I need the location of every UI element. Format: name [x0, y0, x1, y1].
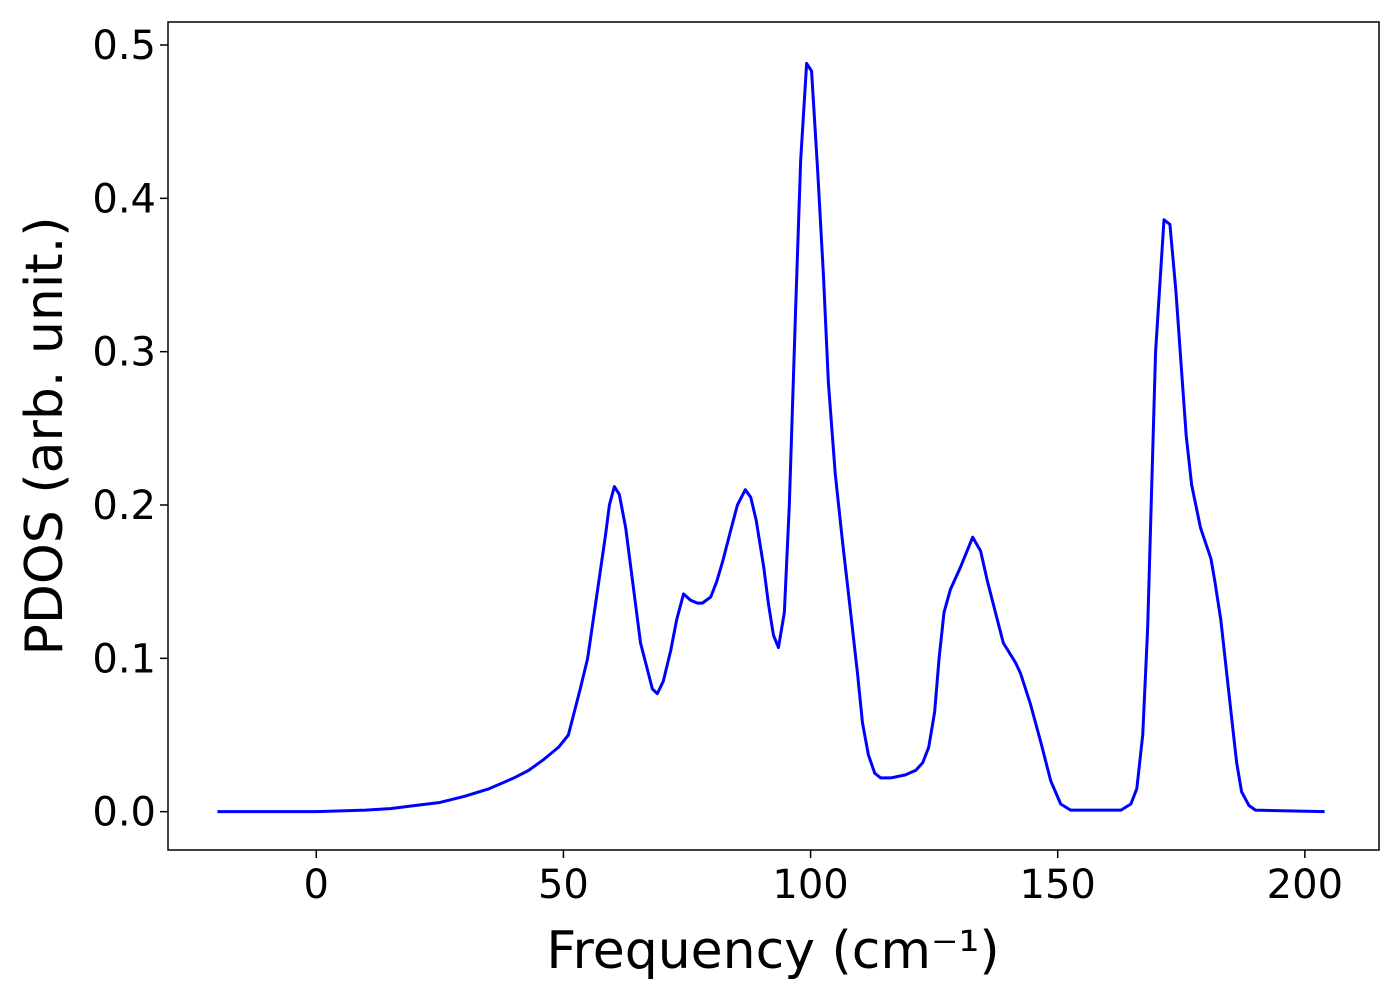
y-tick-label: 0.0	[92, 790, 156, 836]
x-tick-label: 0	[304, 862, 329, 908]
y-tick-label: 0.3	[92, 330, 156, 376]
y-axis-label: PDOS (arb. unit.)	[15, 216, 75, 655]
x-axis-label: Frequency (cm⁻¹)	[546, 921, 999, 981]
y-tick-label: 0.1	[92, 636, 156, 682]
x-tick-label: 100	[772, 862, 848, 908]
plot-frame	[167, 21, 1380, 851]
y-tick-label: 0.2	[92, 483, 156, 529]
x-tick-label: 50	[538, 862, 589, 908]
y-tick-label: 0.4	[92, 176, 156, 222]
x-tick-label: 200	[1267, 862, 1343, 908]
x-tick-label: 150	[1020, 862, 1096, 908]
data-line	[217, 61, 1325, 814]
y-tick-label: 0.5	[92, 23, 156, 69]
